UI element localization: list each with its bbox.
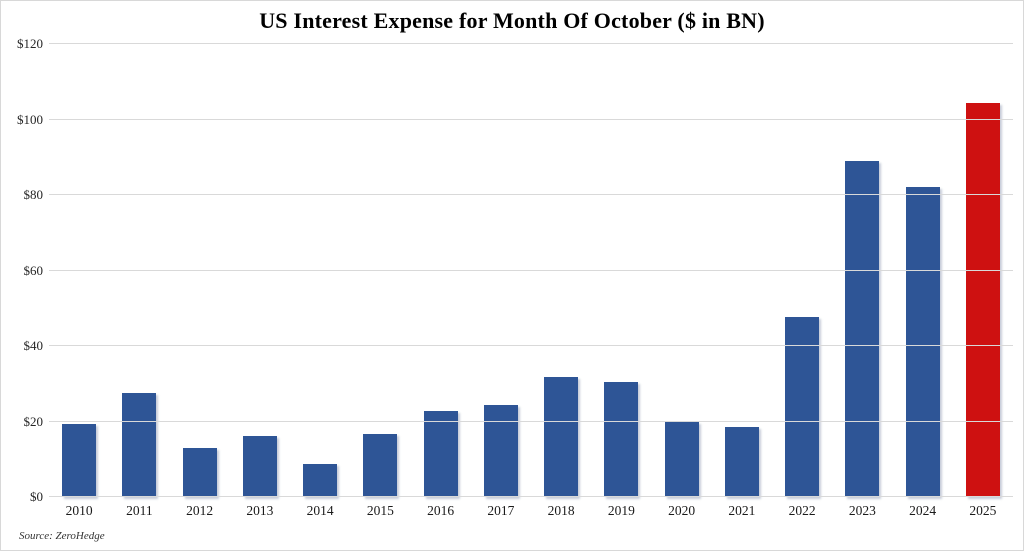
gridline-100 [49, 118, 1013, 120]
bar-2024 [905, 187, 940, 497]
y-axis-tick-label: $120 [17, 36, 43, 51]
x-axis-tick-label: 2020 [668, 503, 696, 518]
gridline-120 [49, 43, 1013, 44]
x-axis-tick-label: 2025 [969, 503, 997, 518]
bar-group-2011: 2011 [109, 44, 169, 518]
bar-group-2025: 2025 [953, 44, 1013, 518]
bars-container: 2010 2011 2012 2013 2014 2015 2016 2017 2018 2019… [49, 44, 1013, 518]
bar-group-2019: 2019 [591, 44, 651, 518]
x-axis-tick-label: 2010 [65, 503, 93, 518]
gridline-60 [49, 269, 1013, 271]
bar-2010 [62, 424, 97, 497]
x-axis-tick-label: 2011 [126, 503, 153, 518]
bar-group-2015: 2015 [350, 44, 410, 518]
bar-group-2012: 2012 [170, 44, 230, 518]
y-axis-tick-label: $20 [23, 413, 44, 429]
bar-2017 [483, 405, 518, 497]
bar-group-2021: 2021 [712, 44, 772, 518]
x-axis-tick-label: 2013 [246, 503, 274, 518]
bar-group-2018: 2018 [531, 44, 591, 518]
y-axis-tick-label: $40 [23, 338, 44, 354]
bar-group-2013: 2013 [230, 44, 290, 518]
x-axis-tick-label: 2015 [366, 503, 394, 518]
x-axis-tick-label: 2021 [728, 503, 756, 518]
bar-2020 [664, 422, 699, 497]
bar-2015 [363, 434, 398, 497]
bar-2019 [604, 381, 639, 497]
y-axis-tick-label: $80 [23, 187, 44, 203]
y-axis-tick-label: $100 [17, 111, 43, 127]
bar-2016 [423, 411, 458, 497]
x-axis-tick-label: 2017 [487, 503, 515, 518]
bar-group-2014: 2014 [290, 44, 350, 518]
source-note: Source: ZeroHedge [19, 530, 105, 542]
x-axis-tick-label: 2019 [607, 503, 635, 518]
gridline-80 [49, 194, 1013, 196]
bar-2011 [122, 392, 157, 497]
x-axis-tick-label: 2014 [306, 503, 334, 518]
plot-area: 2010 2011 2012 2013 2014 2015 2016 2017 2018 2019… [17, 36, 1013, 518]
y-axis-tick-label: $0 [30, 489, 43, 504]
bar-2022 [785, 317, 820, 497]
bar-2012 [182, 448, 217, 497]
gridline-20 [49, 420, 1013, 422]
bar-group-2017: 2017 [471, 44, 531, 518]
bar-group-2010: 2010 [49, 44, 109, 518]
bar-2018 [544, 376, 579, 497]
bar-2025 [965, 102, 1000, 497]
bar-2023 [845, 160, 880, 497]
bar-2013 [242, 435, 277, 497]
bar-2021 [724, 426, 759, 497]
gridline-40 [49, 345, 1013, 347]
bar-group-2023: 2023 [832, 44, 892, 518]
x-axis-tick-label: 2022 [788, 503, 816, 518]
bar-group-2024: 2024 [893, 44, 953, 518]
chart-title: US Interest Expense for Month Of October… [259, 8, 765, 33]
y-axis-tick-label: $60 [23, 262, 44, 278]
x-axis-tick-label: 2024 [909, 503, 937, 518]
x-axis-tick-label: 2018 [547, 503, 575, 518]
bar-group-2022: 2022 [772, 44, 832, 518]
x-axis-tick-label: 2023 [848, 503, 876, 518]
x-axis-tick-label: 2012 [186, 503, 214, 518]
x-axis-tick-label: 2016 [427, 503, 455, 518]
bar-group-2016: 2016 [411, 44, 471, 518]
gridline-0 [49, 496, 1013, 497]
bar-2014 [303, 463, 338, 497]
bar-group-2020: 2020 [652, 44, 712, 518]
